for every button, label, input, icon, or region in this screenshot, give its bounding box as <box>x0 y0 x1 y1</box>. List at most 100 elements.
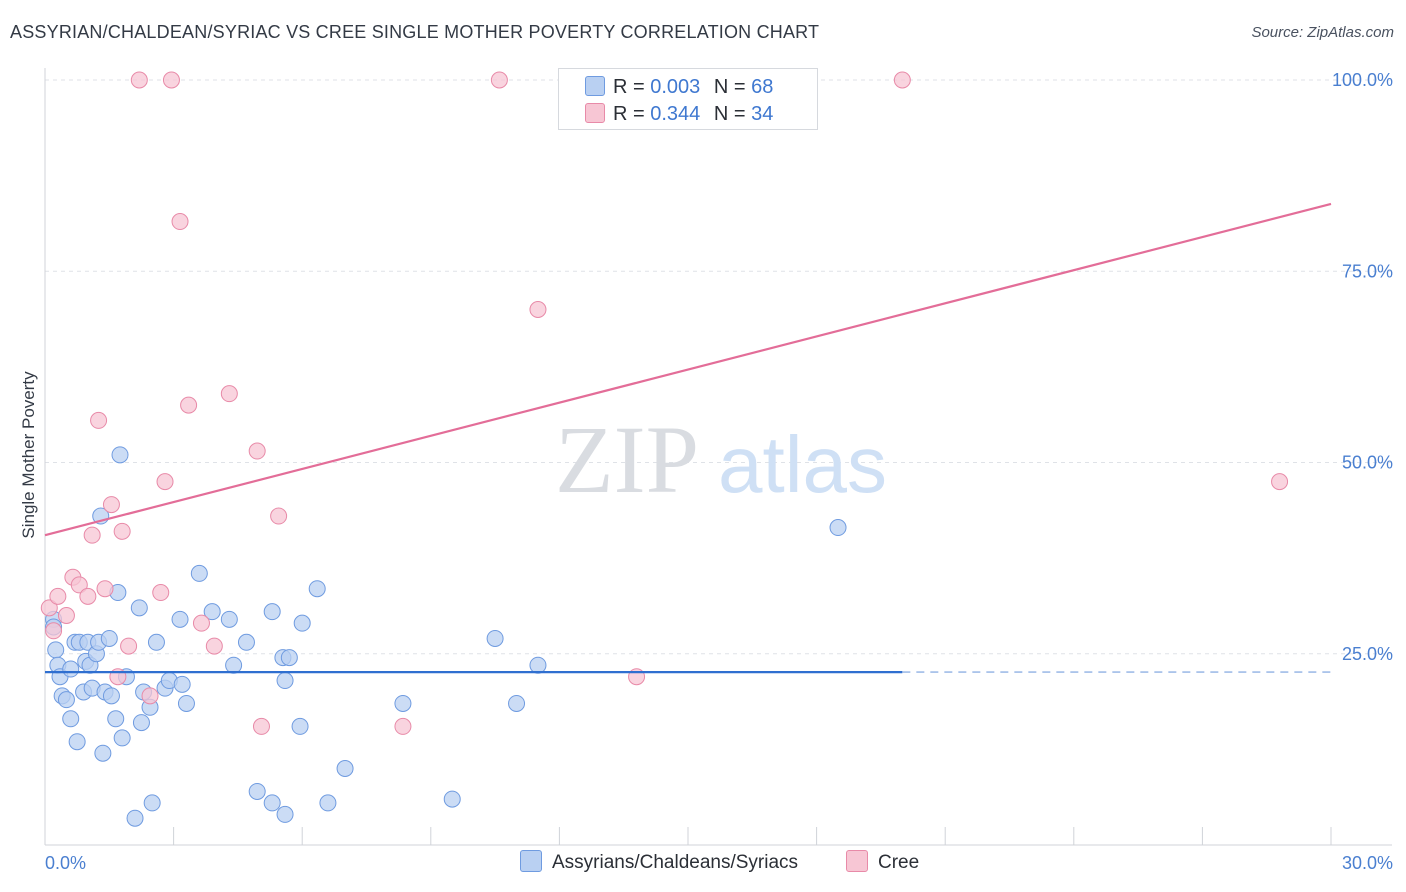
assyrians-point <box>143 794 161 812</box>
cree-point <box>893 71 911 89</box>
cree-point <box>529 301 547 318</box>
tick-labels: 25.0% 50.0% 75.0% 100.0% 0.0% 30.0% <box>45 70 1393 873</box>
cree-point <box>270 507 288 525</box>
legend-swatch-cree <box>585 103 605 123</box>
assyrians-point <box>280 649 298 667</box>
legend-row-assyrians: R = 0.003 N = 68 <box>585 76 773 100</box>
assyrians-point <box>291 717 309 735</box>
y-tick-label: 50.0% <box>1342 453 1393 473</box>
assyrians-point <box>190 564 208 582</box>
assyrians-point <box>486 629 504 647</box>
assyrians-point <box>829 519 847 537</box>
cree-point <box>102 496 120 514</box>
cree-point <box>83 526 101 544</box>
cree-point <box>248 442 266 460</box>
axes <box>44 68 1392 846</box>
legend-n-value: 68 <box>751 76 774 98</box>
assyrians-point <box>203 603 221 621</box>
assyrians-point <box>113 729 131 747</box>
grid-lines <box>45 79 1392 655</box>
y-tick-label: 25.0% <box>1342 644 1393 664</box>
assyrians-point <box>263 603 281 621</box>
assyrians-point <box>47 641 65 659</box>
bottom-legend-swatch-assyrians <box>520 850 542 872</box>
bottom-legend-label-assyrians: Assyrians/Chaldeans/Syriacs <box>552 852 799 873</box>
cree-point <box>120 637 138 655</box>
assyrians-point <box>293 614 311 632</box>
assyrians-point <box>100 629 118 647</box>
assyrians-point <box>394 694 412 712</box>
assyrians-point <box>57 691 75 709</box>
cree-point <box>130 71 148 89</box>
x-tick-label: 0.0% <box>45 853 86 873</box>
assyrians-point <box>263 794 281 812</box>
bottom-legend-swatch-cree <box>846 850 868 872</box>
data-points <box>40 71 1289 827</box>
assyrians-point <box>336 760 354 777</box>
assyrians-point <box>529 656 547 674</box>
cree-point <box>79 587 97 605</box>
assyrians-point <box>177 694 195 712</box>
legend-n-label: N = <box>713 103 746 125</box>
cree-point <box>394 717 412 735</box>
cree-point <box>90 411 108 429</box>
cree-point <box>171 213 189 231</box>
cree-point <box>205 637 223 655</box>
assyrians-point <box>62 660 80 678</box>
watermark: ZIP atlas <box>555 406 887 513</box>
assyrians-point <box>276 805 294 823</box>
assyrians-point <box>308 580 326 598</box>
assyrians-point <box>62 710 80 728</box>
assyrians-point <box>107 710 125 728</box>
watermark-zip: ZIP <box>555 406 699 513</box>
bottom-legend-assyrians: Assyrians/Chaldeans/Syriacs <box>520 850 798 874</box>
assyrians-point <box>248 782 266 800</box>
assyrians-point <box>171 610 189 628</box>
cree-trend-line <box>44 202 1332 537</box>
cree-point <box>40 599 58 617</box>
legend-n-value: 34 <box>751 103 774 125</box>
y-tick-label: 75.0% <box>1342 261 1393 281</box>
x-tick-label: 30.0% <box>1342 853 1393 873</box>
cree-point <box>49 587 67 605</box>
assyrians-point <box>147 633 165 651</box>
assyrians-point <box>173 675 191 693</box>
assyrians-point <box>68 733 86 751</box>
assyrians-point <box>443 790 461 808</box>
legend-box: R = 0.003 N = 68 R = 0.344 N = 34 <box>558 68 818 130</box>
legend-r-value: 0.003 <box>650 76 701 98</box>
cree-point <box>113 522 131 540</box>
legend-r-label: R = <box>613 76 645 98</box>
assyrians-point <box>102 687 120 705</box>
source-label: Source: ZipAtlas.com <box>1251 24 1394 41</box>
y-tick-label: 100.0% <box>1332 70 1393 90</box>
cree-point <box>141 687 159 705</box>
assyrians-point <box>130 599 148 617</box>
bottom-legend-label-cree: Cree <box>878 852 920 873</box>
cree-point <box>220 385 238 403</box>
assyrians-point <box>132 714 150 732</box>
assyrians-point <box>220 610 238 628</box>
watermark-atlas: atlas <box>718 420 887 509</box>
assyrians-point <box>319 794 337 812</box>
cree-point <box>96 580 114 598</box>
cree-point <box>1271 473 1289 491</box>
legend-row-cree: R = 0.344 N = 34 <box>585 103 773 127</box>
cree-point <box>45 622 63 640</box>
y-axis-label: Single Mother Poverty <box>19 371 38 539</box>
assyrians-point <box>276 672 294 690</box>
cree-point <box>70 576 88 594</box>
cree-point <box>192 614 210 632</box>
cree-point <box>180 396 198 414</box>
assyrians-point <box>111 446 129 464</box>
cree-point <box>252 717 270 735</box>
legend-n-label: N = <box>713 76 746 98</box>
legend-r-value: 0.344 <box>650 103 701 125</box>
assyrians-point <box>225 656 243 674</box>
cree-point <box>156 473 174 491</box>
assyrians-point <box>126 809 144 827</box>
legend-swatch-assyrians <box>585 76 605 96</box>
legend-r-label: R = <box>613 103 645 125</box>
assyrians-point <box>508 694 526 712</box>
